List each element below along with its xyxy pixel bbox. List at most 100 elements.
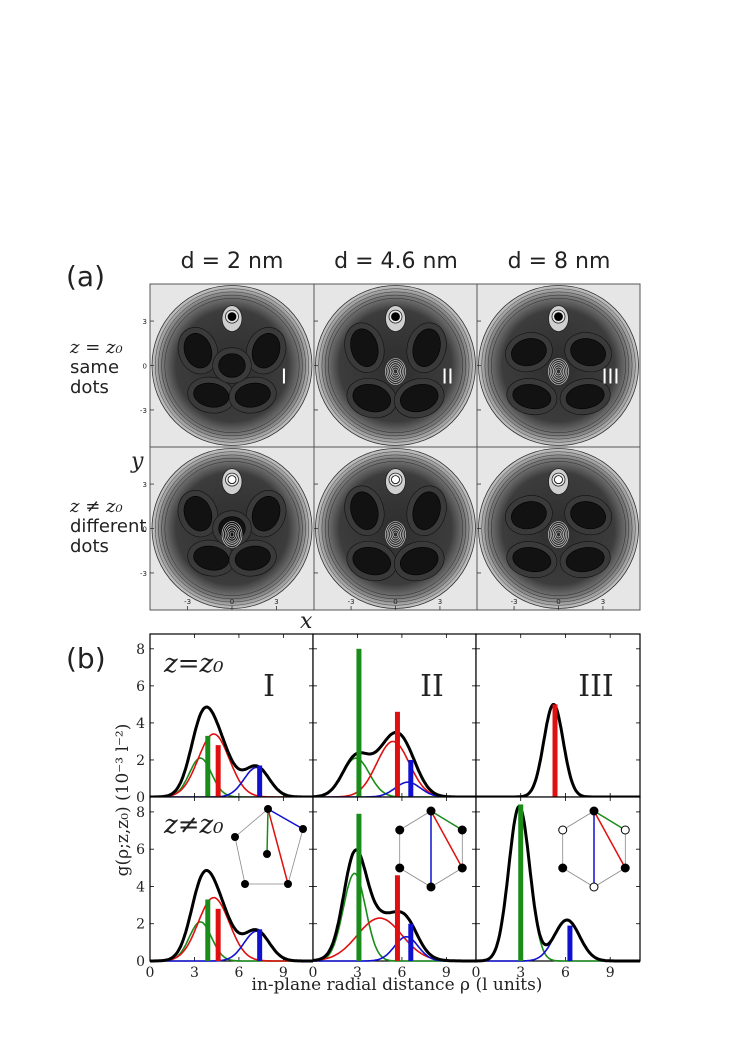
row-label-same-3: dots	[70, 377, 109, 398]
plot-x-tick-label: 9	[442, 965, 451, 981]
inset-dot	[426, 806, 436, 816]
density-lobe	[399, 383, 439, 413]
row-label-same-2: same	[70, 357, 119, 378]
plot-frame	[149, 796, 314, 962]
density-lobe	[193, 545, 230, 571]
inset-dot	[457, 863, 467, 873]
geometry-inset	[395, 806, 467, 892]
contour-ring	[161, 294, 303, 437]
center-contour	[391, 366, 400, 377]
map-y-tick-label: 0	[143, 363, 147, 371]
density-map-2-1: -3 -3 0 0 3 3	[140, 446, 315, 611]
map-x-tick-label: 3	[274, 598, 278, 606]
inset-dot	[263, 850, 271, 858]
bar-red	[552, 704, 558, 797]
column-title-3: d = 8 nm	[508, 249, 611, 274]
contour-ring	[164, 461, 300, 596]
reference-electron	[391, 312, 400, 322]
inset-dot	[589, 806, 599, 816]
density-lobe	[512, 384, 552, 410]
contour-ring	[158, 454, 306, 603]
contour-ring	[318, 451, 473, 606]
panel-a-xlabel: x	[300, 609, 313, 634]
center-contour	[386, 360, 405, 383]
bar-green	[205, 899, 211, 961]
contour-ring	[321, 454, 470, 603]
plot-y-tick-label: 8	[136, 642, 145, 658]
reference-electron	[227, 475, 237, 485]
center-contour	[389, 364, 401, 379]
inset-dot	[284, 880, 292, 888]
center-contour	[393, 531, 398, 538]
plot-frame	[149, 633, 314, 798]
center-contour	[551, 525, 566, 544]
map-x-tick-label: -3	[511, 598, 518, 606]
plot-roman-label: III	[578, 669, 614, 704]
map-x-tick-label: 3	[438, 598, 442, 606]
density-map-2-3: -3 0 3	[476, 446, 641, 611]
map-y-tick-label: -3	[140, 570, 147, 578]
inset-dot	[620, 863, 630, 873]
reference-electron	[227, 312, 237, 322]
plot-frame	[312, 796, 477, 962]
map-roman-label: I	[281, 365, 287, 389]
contour-ring	[328, 461, 463, 596]
series-total-line	[312, 848, 476, 963]
center-contour	[385, 521, 406, 548]
inset-dot	[426, 882, 436, 892]
inset-blue-link	[267, 808, 304, 830]
bar-blue	[408, 759, 414, 797]
density-map-1-3: III	[476, 283, 641, 448]
inset-dot	[558, 863, 568, 873]
density-lobe	[511, 501, 547, 530]
plot-2-3: 0 3 6 9	[472, 796, 641, 981]
center-contour	[221, 521, 243, 548]
bar-green	[356, 648, 362, 797]
center-contour	[386, 523, 405, 546]
plot-y-tick-label: 4	[136, 879, 145, 895]
panel-b-ylabel: g(ρ;z,z₀) (10⁻³ l⁻²)	[113, 724, 133, 877]
inset-dot	[395, 863, 405, 873]
center-contour	[385, 358, 406, 385]
density-map-1-2: II	[313, 283, 478, 448]
map-x-tick-label: 3	[601, 598, 605, 606]
density-lobe	[234, 545, 271, 571]
series-total-line	[150, 869, 313, 963]
contour-ring	[484, 454, 633, 603]
density-lobe	[412, 491, 441, 530]
plot-x-tick-label: 6	[234, 965, 243, 981]
plot-y-tick-label: 6	[136, 679, 145, 695]
plot-2-1: 0 2 4 6 8 0 3 6 9 z≠z₀	[136, 796, 314, 981]
density-lobe	[511, 338, 547, 367]
center-contour	[388, 362, 403, 381]
plot-x-tick-label: 0	[472, 965, 481, 981]
density-lobe	[193, 382, 230, 408]
center-contour	[228, 529, 236, 540]
reference-electron	[391, 475, 400, 485]
inset-dot	[264, 805, 272, 813]
plot-y-tick-label: 8	[136, 805, 145, 821]
contour-ring	[487, 294, 630, 437]
row-label-diff-3: dots	[70, 536, 109, 557]
plot-1-3: III	[475, 633, 641, 799]
contour-ring	[491, 461, 626, 596]
density-lobe	[251, 333, 281, 369]
contour-ring	[161, 457, 303, 600]
row-label-diff-2: different	[70, 516, 146, 537]
series-total-line	[476, 804, 640, 963]
density-lobe	[350, 491, 379, 530]
density-lobe	[412, 328, 441, 367]
center-contour	[551, 362, 566, 381]
contour-ring	[328, 298, 463, 433]
density-lobe	[183, 333, 213, 369]
density-lobe	[352, 546, 392, 576]
plot-frame	[475, 796, 641, 962]
bar-red	[394, 875, 400, 961]
contour-ring	[481, 288, 636, 443]
inset-dot	[589, 882, 599, 892]
density-lobe	[183, 496, 213, 532]
plot-1-1: 0 2 4 6 8 Iz=z₀	[136, 633, 314, 806]
plot-y-tick-label: 2	[136, 753, 145, 769]
